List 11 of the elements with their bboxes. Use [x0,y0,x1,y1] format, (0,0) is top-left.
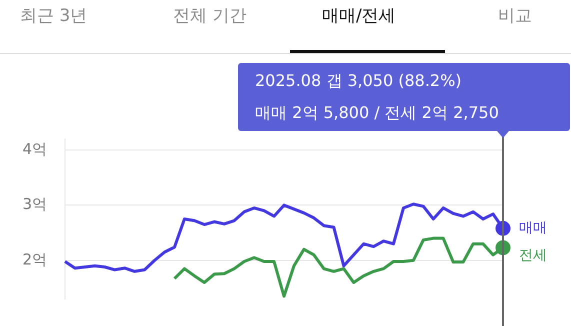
text: 최근 3년 [20,5,88,27]
y-tick-label: 2억 [22,250,47,268]
series-label: 매매 [519,220,547,236]
series-label: 전세 [519,247,547,264]
text: 2025.08 갭 3,050 (88.2%) [255,70,463,92]
text: 매매 2억 5,800 / 전세 2억 2,750 [255,102,500,124]
text: 전체 기간 [173,5,246,27]
y-tick-label: 4억 [22,140,47,158]
text: 비교 [498,5,532,27]
y-tick-label: 3억 [22,195,47,214]
text: 매매/전세 [322,5,396,27]
